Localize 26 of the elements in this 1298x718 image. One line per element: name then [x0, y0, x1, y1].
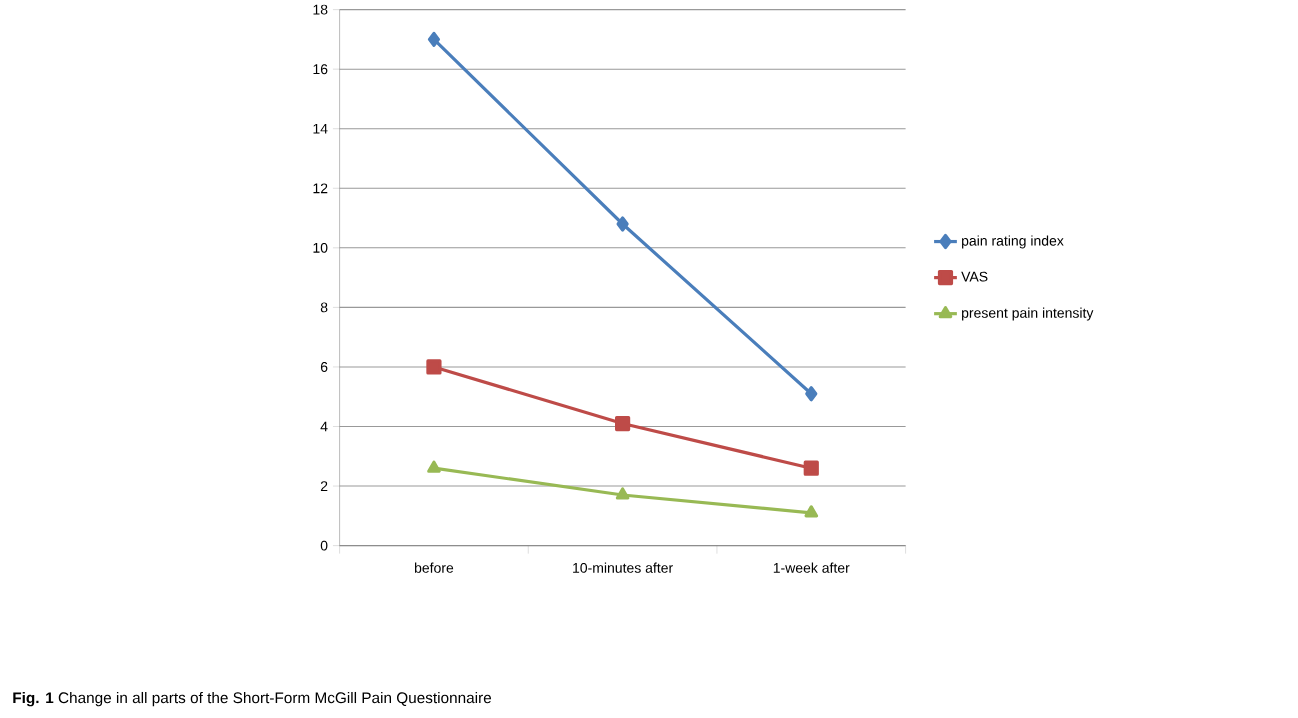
y-tick-label: 2: [320, 481, 328, 492]
y-tick-label: 8: [320, 302, 328, 313]
point: [426, 359, 442, 375]
point: [805, 386, 818, 402]
y-tick-label: 16: [313, 64, 328, 75]
point: [427, 460, 441, 473]
point: [803, 460, 819, 476]
y-tick-label: 18: [313, 4, 328, 15]
x-tick-label: 10-minutes after: [573, 562, 673, 574]
point: [615, 416, 631, 432]
y-tick-label: 12: [313, 183, 328, 194]
y-tick-label: 4: [320, 421, 328, 432]
y-tick-label: 14: [313, 124, 328, 134]
text: Fig. 1 Change in all parts of the Short-Form McGill Pain Questionnaire: [13, 692, 492, 707]
y-tick-label: 10: [313, 243, 328, 253]
y-tick-label: 0: [320, 540, 328, 551]
point: [615, 487, 630, 500]
point: [616, 216, 629, 232]
x-tick-label: before: [414, 562, 454, 574]
x-tick-label: 1-week after: [773, 562, 850, 574]
point: [427, 32, 441, 48]
y-tick-label: 6: [320, 362, 328, 373]
legend-label: present pain intensity: [962, 307, 1094, 321]
legend-label: VAS: [961, 271, 988, 282]
point: [804, 505, 819, 518]
legend-label: pain rating index: [962, 235, 1064, 249]
